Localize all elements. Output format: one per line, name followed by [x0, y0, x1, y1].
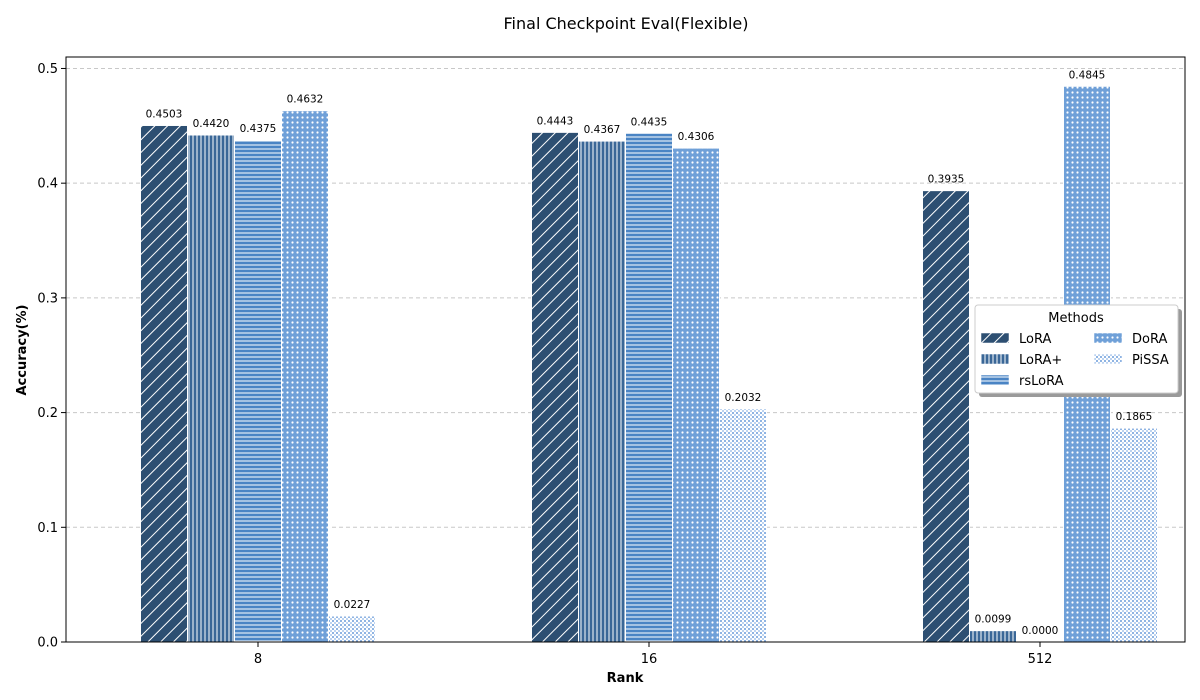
x-axis-ticks: 8 16 512	[254, 642, 1053, 667]
y-tick-label: 0.5	[37, 62, 58, 77]
value-label: 0.4306	[678, 131, 715, 143]
legend-swatch	[980, 374, 1010, 386]
y-axis-ticks: 0.0 0.1 0.2 0.3 0.4 0.5	[37, 62, 66, 651]
y-tick-label: 0.2	[37, 406, 58, 421]
plot-frame	[65, 56, 1186, 643]
value-label: 0.4420	[193, 118, 230, 130]
legend-box	[974, 304, 1179, 394]
bar-lora-512	[922, 190, 970, 643]
value-labels-group: 0.4503 0.4420 0.4375 0.4632 0.0227 0.4443 0.43…	[146, 69, 1153, 637]
legend-label: rsLoRA	[1019, 374, 1064, 389]
legend-label: PiSSA	[1132, 353, 1169, 368]
value-label: 0.4845	[1069, 69, 1106, 81]
x-tick-label: 16	[641, 652, 658, 667]
bar-pissa-8	[328, 615, 376, 643]
value-label: 0.0099	[975, 614, 1012, 626]
x-axis-title: Rank	[607, 671, 644, 686]
bar-lora--8	[187, 134, 235, 643]
value-label: 0.0227	[334, 599, 371, 611]
value-label: 0.3935	[928, 174, 965, 186]
y-axis-title: Accuracy(%)	[15, 305, 30, 396]
value-label: 0.2032	[725, 392, 762, 404]
legend-label: LoRA+	[1019, 353, 1062, 368]
legend-label: LoRA	[1019, 332, 1051, 347]
legend-swatch	[980, 353, 1010, 365]
bar-dora-16	[672, 147, 720, 643]
x-tick-label: 8	[254, 652, 262, 667]
value-label: 0.4375	[240, 123, 277, 135]
legend-swatch	[1093, 353, 1123, 365]
bar-rslora-16	[625, 132, 673, 643]
bar-lora--16	[578, 140, 626, 643]
bar-lora--512	[969, 630, 1017, 643]
value-label: 0.4435	[631, 116, 668, 128]
y-tick-label: 0.1	[37, 521, 58, 536]
legend: Methods LoRA LoRA+ rsLoRA DoRA PiSSA	[974, 304, 1182, 397]
legend-label: DoRA	[1132, 332, 1167, 347]
bars-group	[140, 85, 1158, 643]
value-label: 0.4443	[537, 115, 574, 127]
chart-title: Final Checkpoint Eval(Flexible)	[504, 14, 749, 33]
bar-lora-8	[140, 124, 188, 643]
y-gridlines	[66, 67, 1185, 528]
y-tick-label: 0.4	[37, 177, 58, 192]
bar-rslora-8	[234, 139, 282, 643]
bar-pissa-512	[1110, 427, 1158, 643]
bar-pissa-16	[719, 408, 767, 643]
legend-swatch	[980, 332, 1010, 344]
value-label: 0.4503	[146, 108, 183, 120]
value-label: 0.0000	[1022, 625, 1059, 637]
bar-dora-8	[281, 110, 329, 643]
value-label: 0.4632	[287, 94, 324, 106]
y-tick-label: 0.0	[37, 636, 58, 651]
bar-lora-16	[531, 131, 579, 643]
legend-title: Methods	[1048, 311, 1104, 326]
y-tick-label: 0.3	[37, 291, 58, 306]
legend-swatch	[1093, 332, 1123, 344]
value-label: 0.1865	[1116, 411, 1153, 423]
x-tick-label: 512	[1028, 652, 1053, 667]
value-label: 0.4367	[584, 124, 621, 136]
